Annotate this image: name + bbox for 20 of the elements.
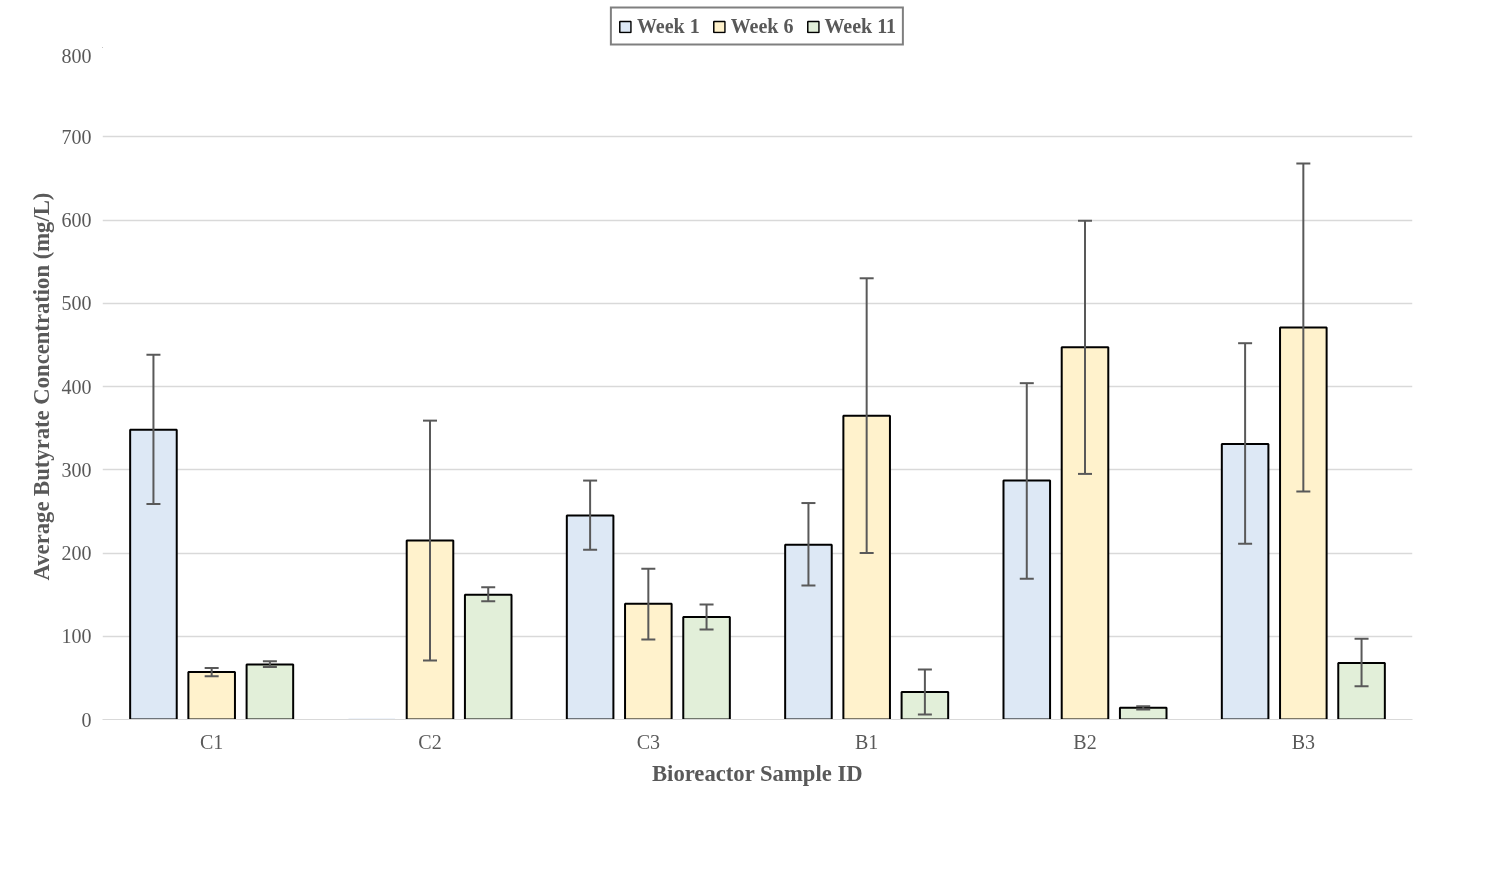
y-tick-label: 300 bbox=[61, 458, 92, 481]
x-axis-title: Bioreactor Sample ID bbox=[652, 760, 863, 786]
x-tick-label: B1 bbox=[855, 730, 879, 753]
x-tick-label: C1 bbox=[200, 730, 224, 753]
y-tick-label: 400 bbox=[61, 375, 92, 398]
legend-label: Week 1 bbox=[636, 14, 700, 38]
y-axis-title: Average Butyrate Concentration (mg/L) bbox=[28, 192, 54, 581]
y-tick-label: 600 bbox=[61, 209, 92, 231]
y-tick-label: 0 bbox=[81, 708, 92, 731]
y-tick-label: 700 bbox=[61, 125, 92, 148]
x-tick-label: B2 bbox=[1073, 730, 1097, 753]
y-tick-label: 100 bbox=[61, 625, 92, 648]
x-tick-label: B3 bbox=[1291, 730, 1316, 753]
legend-label: Week 11 bbox=[824, 14, 897, 38]
y-tick-label: 200 bbox=[61, 542, 92, 564]
y-tick-label: 800 bbox=[61, 44, 92, 67]
x-tick-label: C2 bbox=[418, 730, 442, 753]
legend-label: Week 6 bbox=[730, 14, 794, 38]
x-tick-label: C3 bbox=[636, 730, 661, 753]
y-tick-label: 500 bbox=[61, 292, 92, 315]
